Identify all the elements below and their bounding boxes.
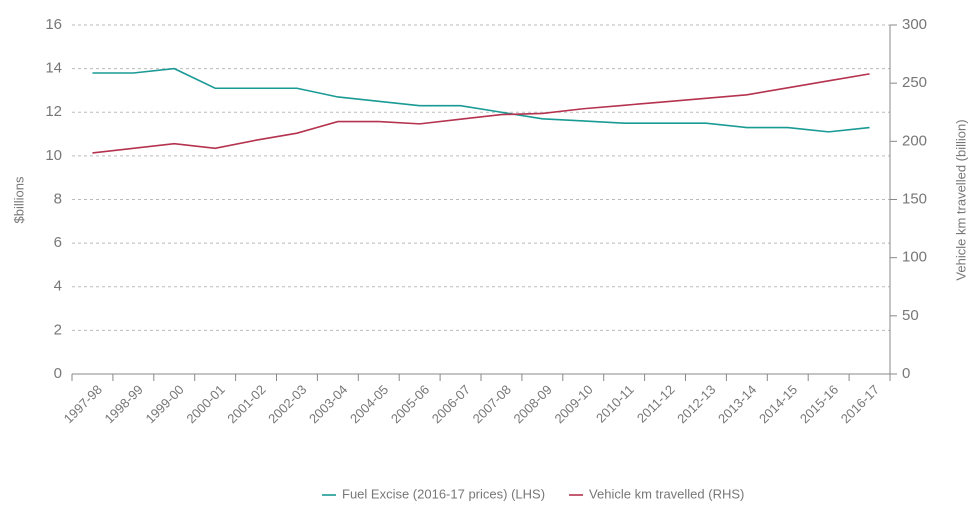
x-tick-label: 2007-08 <box>470 382 514 426</box>
y2-tick-label: 200 <box>902 132 927 149</box>
y2-tick-label: 50 <box>902 307 919 324</box>
x-tick-label: 2009-10 <box>551 382 595 426</box>
series-line <box>92 67 870 133</box>
y-tick-label: 12 <box>45 103 62 120</box>
y-tick-label: 4 <box>54 278 62 295</box>
x-tick-label: 2010-11 <box>593 382 637 426</box>
x-tick-label: 2016-17 <box>838 382 882 426</box>
x-tick-label: 2002-03 <box>265 382 309 426</box>
x-tick-label: 2008-09 <box>511 382 555 426</box>
x-tick-label: 1997-98 <box>61 382 105 426</box>
y2-tick-label: 250 <box>902 74 927 91</box>
x-tick-label: 2015-16 <box>797 382 841 426</box>
x-tick-label: 2003-04 <box>306 382 350 426</box>
x-tick-label: 2012-13 <box>674 382 718 426</box>
y-tick-label: 2 <box>54 321 62 338</box>
y2-tick-label: 0 <box>902 365 910 382</box>
x-tick-label: 2014-15 <box>756 382 800 426</box>
x-tick-label: 2000-01 <box>183 382 227 426</box>
y-tick-label: 16 <box>45 16 62 33</box>
y2-tick-label: 150 <box>902 190 927 207</box>
x-tick-label: 2006-07 <box>429 382 473 426</box>
x-tick-label: 1999-00 <box>142 382 186 426</box>
y2-tick-label: 100 <box>902 249 927 266</box>
y-axis-label: $billions <box>11 176 26 223</box>
legend-label: Vehicle km travelled (RHS) <box>589 486 744 501</box>
y-tick-label: 14 <box>45 60 62 77</box>
y-tick-label: 10 <box>45 147 62 164</box>
x-tick-label: 2004-05 <box>347 382 391 426</box>
x-tick-label: 1998-99 <box>102 382 146 426</box>
y2-tick-label: 300 <box>902 16 927 33</box>
x-tick-label: 2011-12 <box>634 382 678 426</box>
y2-axis-label: Vehicle km travelled (billion) <box>953 119 968 280</box>
x-tick-label: 2005-06 <box>388 382 432 426</box>
y-tick-label: 0 <box>54 365 62 382</box>
x-tick-label: 2001-02 <box>224 382 268 426</box>
x-tick-label: 2013-14 <box>715 382 759 426</box>
y-tick-label: 6 <box>54 234 62 251</box>
series-line <box>92 73 870 154</box>
legend-label: Fuel Excise (2016-17 prices) (LHS) <box>342 486 545 501</box>
y-tick-label: 8 <box>54 190 62 207</box>
